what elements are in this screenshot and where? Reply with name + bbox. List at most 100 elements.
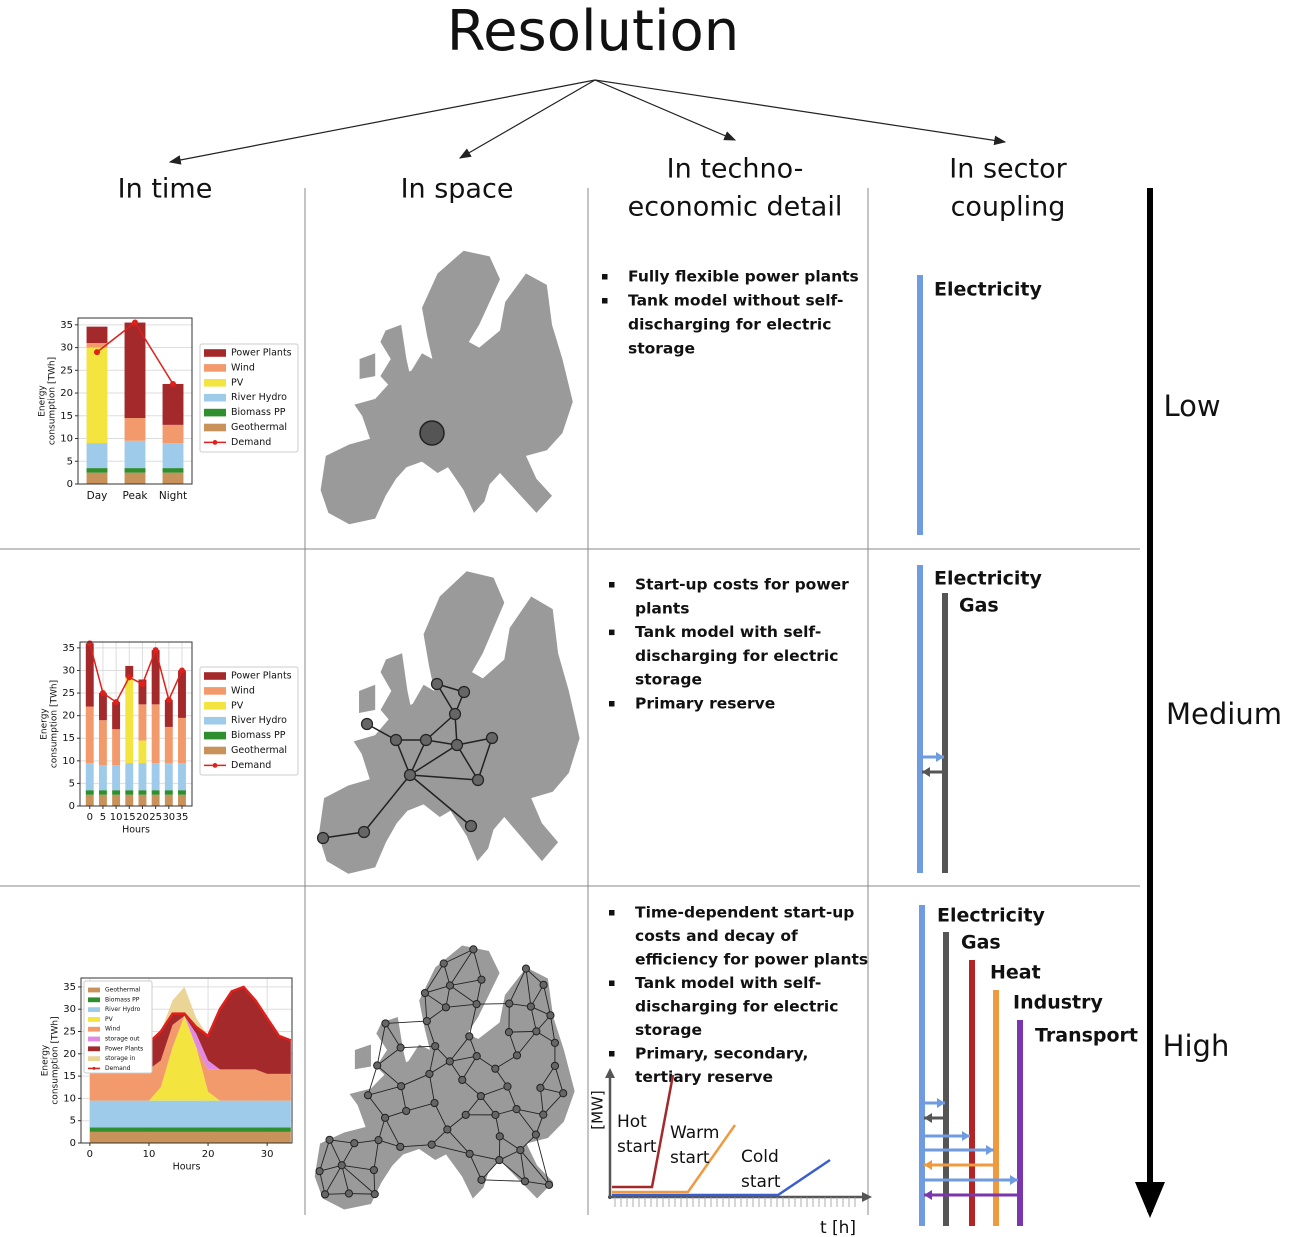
- legend-label: Demand: [231, 760, 271, 771]
- map-edge: [376, 1023, 386, 1066]
- map-edge: [400, 1086, 407, 1112]
- y-tick-label: 5: [69, 778, 75, 789]
- map-node: [495, 1155, 504, 1165]
- bar-segment: [98, 794, 107, 806]
- map-node: [396, 1142, 405, 1151]
- legend-swatch: [88, 1026, 100, 1032]
- map-node: [550, 1038, 560, 1047]
- y-tick-label: 25: [63, 1027, 76, 1038]
- coupling-arrow-head: [936, 752, 944, 762]
- axis-head: [862, 1192, 872, 1202]
- plot-frame: [79, 641, 193, 807]
- map-edge: [367, 1085, 402, 1096]
- bullet-text: Start-up costs for power: [635, 576, 849, 594]
- legend-label: Power Plants: [231, 671, 292, 682]
- bullet: [609, 629, 615, 636]
- bar-segment: [151, 704, 160, 764]
- bar-segment: [138, 704, 147, 741]
- x-axis-label: Hours: [122, 825, 150, 836]
- y-tick-label: 15: [63, 1071, 76, 1082]
- legend-label: storage in: [105, 1055, 135, 1062]
- map-edge: [449, 1036, 470, 1062]
- legend-label: PV: [105, 1016, 114, 1023]
- map-node: [419, 420, 445, 446]
- legend-label: Power Plants: [105, 1045, 143, 1052]
- level-label: High: [1163, 1029, 1230, 1063]
- bar-segment: [85, 643, 94, 707]
- curve-label: Hot: [617, 1112, 647, 1132]
- map-node: [363, 1091, 373, 1100]
- map-edge: [469, 1153, 482, 1181]
- map-edge: [409, 774, 479, 781]
- point: [126, 674, 133, 681]
- map-node: [461, 1110, 470, 1119]
- map-edge: [384, 1117, 401, 1148]
- map-node: [505, 999, 514, 1008]
- bar-segment: [164, 794, 173, 806]
- bar-segment: [178, 790, 186, 795]
- legend-swatch: [88, 1046, 100, 1052]
- map-node: [357, 825, 371, 839]
- bullet-text: storage: [635, 671, 702, 689]
- map-node: [425, 1069, 434, 1079]
- bullet: [602, 274, 608, 280]
- map-node: [369, 1165, 379, 1175]
- y-tick-label: 10: [63, 1093, 76, 1104]
- legend-label: Wind: [231, 362, 255, 373]
- sector-label: Electricity: [934, 279, 1042, 301]
- bullet: [602, 298, 608, 304]
- y-tick-label: 20: [60, 388, 73, 399]
- map-node: [397, 1082, 406, 1091]
- map-node: [464, 819, 478, 833]
- map-edge: [363, 774, 411, 833]
- x-tick-label: 20: [136, 812, 149, 823]
- bar-segment: [112, 790, 121, 795]
- map-node: [458, 1075, 467, 1085]
- map-edge: [446, 1129, 470, 1155]
- y-tick-label: 25: [62, 688, 75, 699]
- x-tick-label: 20: [202, 1149, 215, 1160]
- map-edge: [443, 948, 474, 964]
- map-node: [546, 1011, 555, 1020]
- y-axis-label: Energy: [38, 385, 48, 417]
- plot-frame: [80, 977, 293, 1144]
- map-edge: [519, 1150, 526, 1182]
- bar-segment: [98, 720, 107, 766]
- curve-label: start: [617, 1137, 657, 1157]
- map-node: [325, 1135, 334, 1144]
- x-tick-label: 0: [87, 1149, 93, 1160]
- map-node: [360, 717, 374, 731]
- map-land: [314, 945, 575, 1210]
- map-node: [539, 1110, 548, 1119]
- map-edge: [530, 1006, 537, 1032]
- y-tick-label: 0: [70, 1138, 76, 1149]
- sector-label: Electricity: [937, 905, 1045, 927]
- bar-segment: [86, 443, 108, 469]
- map-land: [359, 353, 376, 379]
- bar-segment: [125, 763, 134, 791]
- map-node: [516, 1145, 525, 1155]
- point: [178, 667, 185, 674]
- map-land: [359, 684, 376, 714]
- bar-segment: [164, 763, 173, 791]
- y-tick-label: 15: [62, 733, 75, 744]
- map-edge: [476, 1003, 510, 1005]
- legend-label: Biomass PP: [105, 996, 140, 1003]
- map-node: [430, 677, 444, 691]
- bullet-text: efficiency for power plants: [635, 951, 868, 969]
- y-tick-label: 25: [60, 365, 73, 376]
- legend-swatch: [204, 716, 226, 725]
- x-tick-label: 0: [87, 812, 93, 823]
- map-edge: [434, 1102, 448, 1130]
- map-edge: [400, 1073, 430, 1087]
- legend-label: Wind: [105, 1026, 120, 1033]
- map-edge: [428, 1073, 435, 1104]
- x-tick-label: 30: [162, 812, 175, 823]
- map-node: [381, 1019, 390, 1028]
- map-edge: [449, 979, 482, 986]
- y-tick-label: 30: [62, 665, 75, 676]
- coupling-arrow-head: [986, 1145, 994, 1155]
- legend-label: Geothermal: [105, 987, 141, 994]
- bar-segment: [162, 443, 184, 469]
